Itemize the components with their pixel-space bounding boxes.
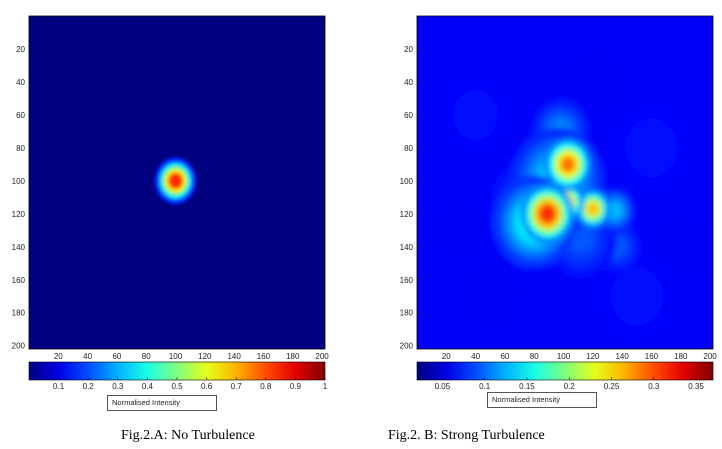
x-tick-label: 160 (645, 352, 659, 361)
intensity-peak (569, 225, 593, 252)
colorbar-tick-label: 0.4 (142, 382, 154, 391)
intensity-peak (560, 155, 576, 174)
plot-frame (416, 15, 714, 350)
x-tick-label: 100 (557, 352, 571, 361)
x-tick-label: 80 (142, 352, 151, 361)
x-tick-label: 160 (257, 352, 271, 361)
colorbar-tick-label: 0.15 (519, 382, 535, 391)
colorbar-tick-label: 0.2 (83, 382, 95, 391)
intensity-peak (623, 281, 651, 312)
x-tick-label: 20 (54, 352, 63, 361)
x-tick-label: 120 (586, 352, 600, 361)
intensity-peak (637, 132, 665, 164)
x-tick-label: 20 (442, 352, 451, 361)
colorbar-tick-label: 1 (323, 382, 328, 391)
x-tick-label: 60 (500, 352, 509, 361)
colorbar-tick-label: 0.35 (688, 382, 704, 391)
y-tick-label: 20 (16, 45, 25, 54)
x-tick-label: 180 (286, 352, 300, 361)
y-tick-label: 200 (12, 342, 26, 351)
colorbar-tick-label: 0.7 (231, 382, 243, 391)
intensity-peak (449, 217, 473, 244)
y-tick-label: 40 (404, 78, 413, 87)
y-tick-label: 120 (400, 210, 414, 219)
plot-frame (28, 15, 326, 350)
figure-caption: Fig.2. B: Strong Turbulence (388, 428, 545, 443)
y-tick-label: 80 (16, 144, 25, 153)
y-tick-label: 140 (400, 243, 414, 252)
y-tick-label: 100 (400, 177, 414, 186)
intensity-peak (608, 202, 622, 219)
colorbar-tick-label: 0.05 (435, 382, 451, 391)
x-tick-label: 40 (471, 352, 480, 361)
y-tick-label: 60 (16, 111, 25, 120)
intensity-peak (476, 281, 504, 312)
y-tick-label: 160 (12, 276, 26, 285)
colorbar-tick-label: 0.3 (648, 382, 660, 391)
y-tick-label: 160 (400, 276, 414, 285)
x-tick-label: 180 (674, 352, 688, 361)
heatmap-image (29, 16, 325, 349)
intensity-peak (669, 233, 693, 260)
colorbar-tick-label: 0.6 (201, 382, 213, 391)
figure-caption: Fig.2.A: No Turbulence (121, 428, 255, 443)
colorbar-tick-label: 0.5 (171, 382, 183, 391)
intensity-peak (538, 204, 557, 224)
y-tick-label: 60 (404, 111, 413, 120)
colorbar-label: Normalised Intensity (487, 392, 597, 408)
x-tick-label: 200 (703, 352, 717, 361)
y-tick-label: 20 (404, 45, 413, 54)
y-tick-label: 200 (400, 342, 414, 351)
colorbar-label: Normalised Intensity (107, 395, 217, 411)
y-tick-label: 40 (16, 78, 25, 87)
colorbar-tick-label: 0.2 (564, 382, 576, 391)
y-tick-label: 180 (12, 309, 26, 318)
y-tick-label: 100 (12, 177, 26, 186)
colorbar-tick-label: 0.1 (53, 382, 65, 391)
y-tick-label: 140 (12, 243, 26, 252)
x-tick-label: 120 (198, 352, 212, 361)
y-tick-label: 80 (404, 144, 413, 153)
panel-no-turbulence: 20 40 60 80 100 120 140 160 180 200 20 40 60 80 100 120… (12, 15, 329, 443)
colorbar-tick-label: 0.9 (290, 382, 302, 391)
intensity-peak (168, 173, 183, 189)
x-tick-label: 100 (169, 352, 183, 361)
x-tick-label: 140 (227, 352, 241, 361)
colorbar-tick-label: 0.25 (604, 382, 620, 391)
x-tick-label: 140 (615, 352, 629, 361)
panel-strong-turbulence: 20 40 60 80 100 120 140 160 180 200 20 40 60 80 100 120… (388, 0, 722, 449)
y-tick-label: 180 (400, 309, 414, 318)
colorbar-tick-label: 0.3 (112, 382, 124, 391)
x-tick-label: 80 (530, 352, 539, 361)
x-tick-label: 60 (112, 352, 121, 361)
colorbar (416, 361, 714, 381)
colorbar-tick-label: 0.1 (479, 382, 491, 391)
intensity-peak (579, 66, 607, 98)
x-tick-label: 40 (83, 352, 92, 361)
colorbar-tick-label: 0.8 (260, 382, 272, 391)
heatmap-image (417, 16, 713, 349)
heatmap-axes: 20 40 60 80 100 120 140 160 180 200 20 40 60 80 100 120… (400, 15, 717, 391)
intensity-peak (464, 101, 488, 128)
x-tick-label: 200 (315, 352, 329, 361)
y-tick-label: 120 (12, 210, 26, 219)
intensity-peak (587, 202, 599, 216)
